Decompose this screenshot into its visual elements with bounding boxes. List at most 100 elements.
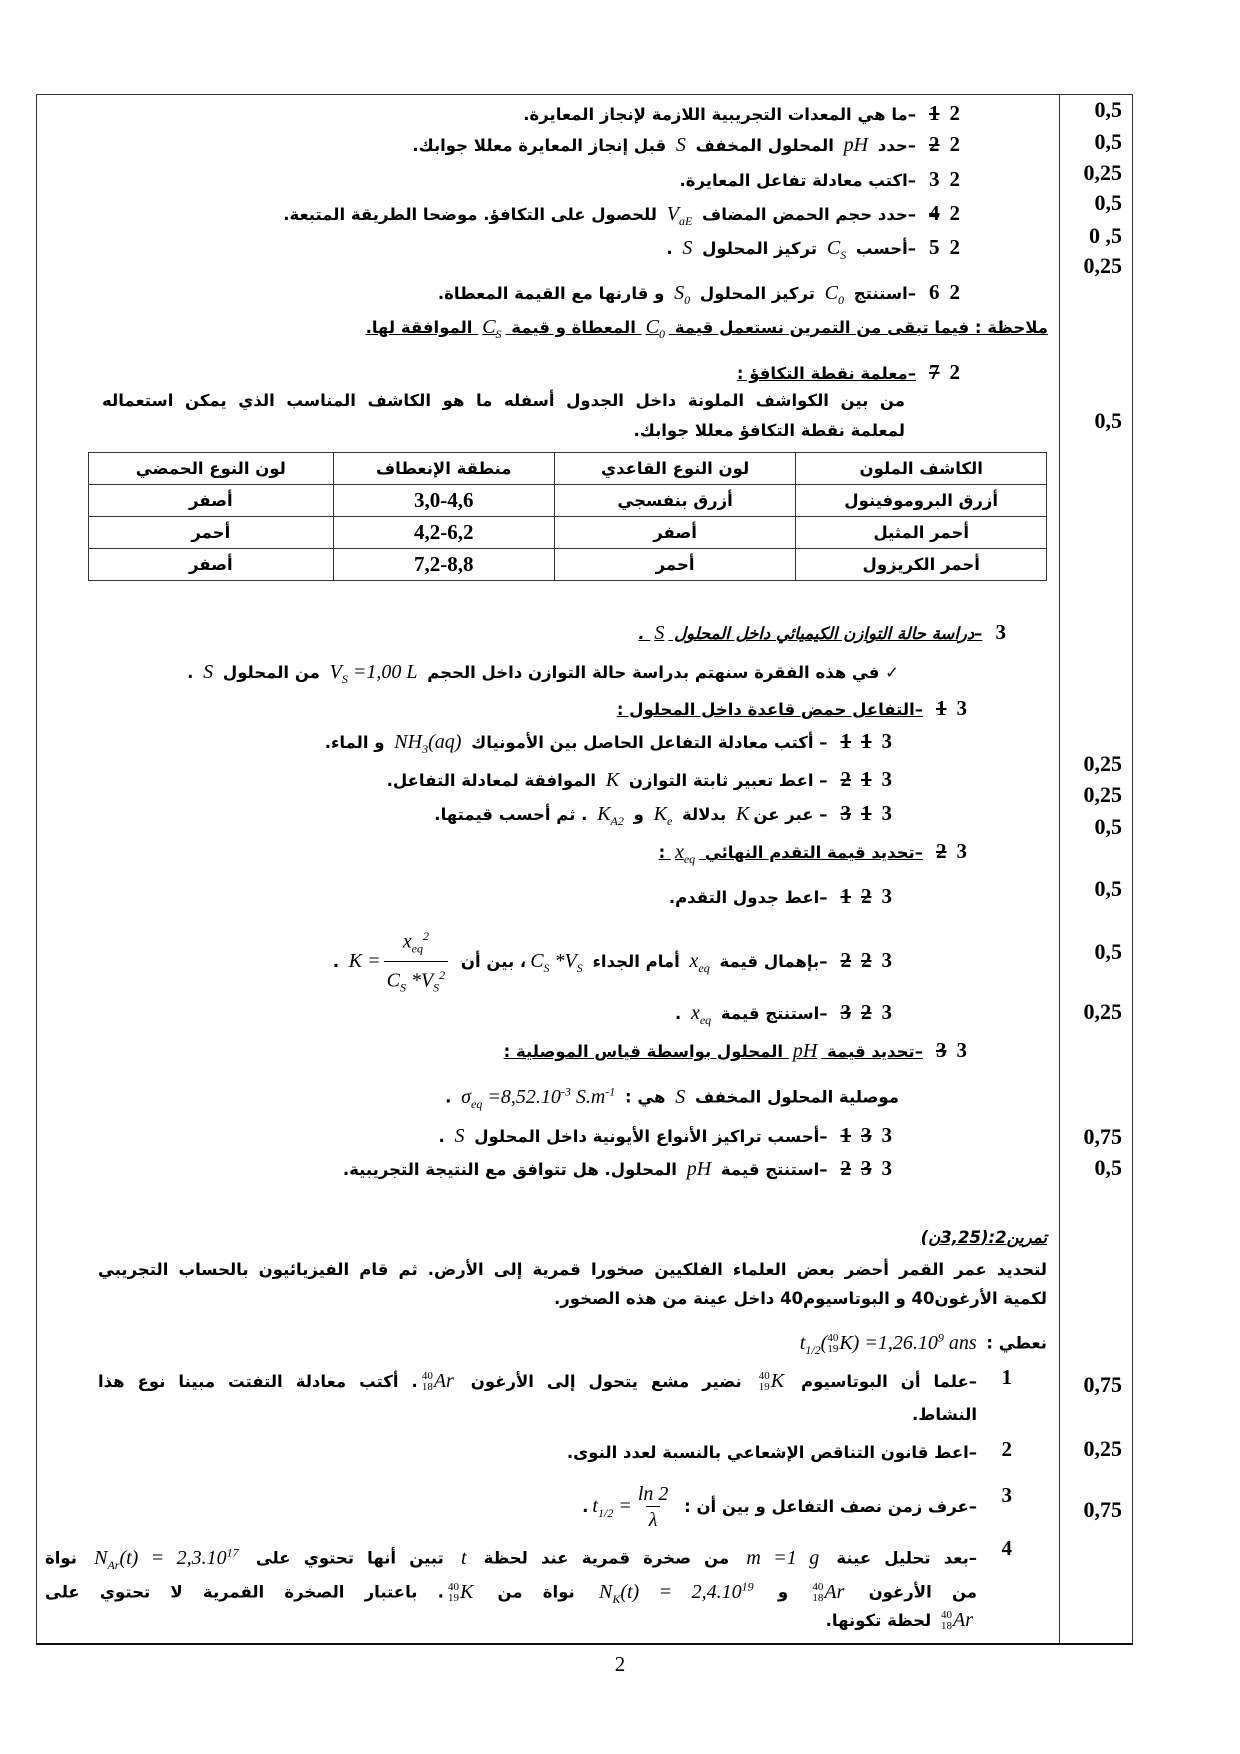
score: 0,5 (1094, 129, 1123, 154)
text-run: –ما هي المعدات التجريبية اللازمة لإنجاز … (523, 105, 916, 124)
item-number-digit: 1 (929, 101, 940, 125)
text-run: . (445, 1087, 458, 1107)
text-run: لحظة تكونها. (825, 1611, 937, 1630)
cell: أحمر (88, 516, 334, 549)
score: 0,25 (1083, 253, 1123, 278)
math-expression: 40 18 Ar (941, 1609, 973, 1633)
math-expression: 40 19 K (758, 1370, 785, 1394)
text-run: . ثم أحسب قيمتها. (434, 805, 594, 824)
text-run: –دراسة حالة التوازن الكيميائي داخل المحل… (668, 624, 983, 643)
item-number-digit: 3 (1001, 1483, 1013, 1507)
text-run: . (187, 663, 200, 682)
math-expression: t1/2(40 19 K) =1,26.109 ans (799, 1330, 977, 1357)
item-number-digit: 2 (840, 947, 852, 972)
question-line: 40 18 Ar لحظة تكونها. (45, 1603, 977, 1638)
math-expression: C0 (645, 316, 665, 341)
item-number-digit: 2 (949, 167, 961, 191)
text-run: . (638, 624, 651, 643)
text-run: . (332, 951, 345, 971)
exercise-2-given: نعطي : t1/2(40 19 K) =1,26.109 ans (796, 1324, 1047, 1363)
text-run: –استنتج قيمة (715, 1004, 828, 1023)
item-text: –استنتج قيمة pH المحلول. هل تتوافق مع ال… (343, 1158, 828, 1180)
cell: أصفر (88, 548, 334, 581)
text-run: و قارنها مع القيمة المعطاة. (437, 284, 671, 303)
text-run: من بين الكواشف الملونة داخل الجدول أسفله… (102, 391, 905, 410)
question-line: من الأرغون 40 18 Ar و NK(t) = 2,4.1019 نوا… (45, 1569, 978, 1606)
item-number-digit: 3 (840, 801, 852, 825)
text-run: . باعتبار الصخرة القمرية لا تحتوي على (45, 1582, 444, 1602)
item-number-digit: 3 (929, 167, 940, 191)
item-number: 4 (997, 1535, 1018, 1561)
math-expression: CS *VS (530, 949, 583, 975)
item-number-digit: 2 (840, 1156, 852, 1180)
text-run: نعطي : (980, 1333, 1047, 1353)
text-run: نواة (45, 1548, 91, 1568)
text-run: من الأرغون (848, 1582, 978, 1602)
math-expression: KA2 (597, 803, 624, 828)
cell: أصفر (553, 516, 797, 549)
question-2-6: 6 2 –استنتج C0 تركيز المحلول S0 و قارنها م… (438, 279, 965, 313)
text-run: –معلمة نقطة التكافؤ : (736, 364, 916, 383)
text-run: . أكتب معادلة التفتت مبينا نوع هذا (98, 1372, 418, 1391)
item-number-digit: 2 (949, 201, 961, 225)
section-3-1-title: 1 3 –التفاعل حمض قاعدة داخل المحلول : (617, 695, 972, 723)
math-expression: 40 19 K (447, 1580, 474, 1605)
frame-bottom-rule (36, 1643, 1133, 1645)
text-run: قبل إنجاز المعايرة معللا جوابك. (412, 136, 672, 155)
exercise-2-question-2: 2 –اعط قانون التناقص الإشعاعي بالنسبة لعد… (567, 1436, 1013, 1470)
cell: أحمر المثيل (795, 516, 1047, 549)
item-number-digit: 3 (840, 1000, 852, 1024)
table-row: أحمر المثيل أصفر 4,2-6,2 أحمر (88, 516, 1047, 549)
item-number: 3 (991, 619, 1012, 645)
math-expression: Ke (653, 803, 673, 828)
item-number-digit: 4 (1001, 1536, 1013, 1560)
question-2-2: 2 2 –حدد pH المحلول المخفف S قبل إنجاز الم… (412, 131, 965, 159)
math-expression: m =1 g (746, 1546, 820, 1569)
text-run: نواة من (477, 1582, 595, 1602)
section-3-intro: ✓ في هذه الفقرة سنهتم بدراسة حالة التواز… (187, 659, 899, 692)
math-expression: NH3(aq) (394, 731, 462, 756)
cell: أحمر (553, 548, 797, 581)
section-3-3-title: 3 3 –تحديد قيمة pH المحلول بواسطة قياس الم… (504, 1037, 972, 1065)
item-number-digit: 1 (840, 729, 852, 753)
item-number-digit: 4 (929, 201, 940, 225)
score: 0,5 (1094, 408, 1123, 433)
math-expression: t (460, 1546, 467, 1569)
math-expression: S (654, 622, 665, 644)
item-text: –أحسب CS تركيز المحلول S . (666, 237, 916, 262)
text-run: تركيز المحلول (694, 284, 821, 303)
header-basic-color: لون النوع القاعدي (553, 452, 797, 485)
item-number-digit: 2 (1001, 1437, 1013, 1461)
item-number-digit: 3 (861, 1156, 872, 1180)
text-run: نضير مشع يتحول إلى الأرغون (457, 1372, 755, 1391)
item-number-digit: 3 (881, 1156, 893, 1180)
question-3-3-2: 2 3 3–استنتج قيمة pH المحلول. هل تتوافق مع… (343, 1155, 897, 1183)
text-run: –حدد (872, 136, 916, 155)
text-run: –بإهمال قيمة (713, 951, 828, 971)
item-number-digit: 3 (881, 1000, 893, 1024)
text-run: و (757, 1582, 809, 1602)
text-run: من صخرة قمرية عند لحظة (470, 1548, 743, 1568)
item-number-digit: 3 (995, 620, 1007, 644)
page-number: 2 (614, 1652, 626, 1676)
header-turning-range: منطقة الإنعطاف (332, 452, 555, 485)
math-expression: pH (792, 1040, 818, 1062)
question-line: –علما أن البوتاسيوم 40 19 K نضير مشع يتحول… (98, 1364, 977, 1398)
math-expression: 40 18 Ar (812, 1580, 845, 1605)
item-number: 3 (997, 1482, 1018, 1508)
text-run: و (627, 805, 650, 824)
score: 0,5 (1094, 876, 1123, 901)
item-number-digit: 2 (949, 101, 961, 125)
item-text: – عبر عنK بدلالة Ke و KA2 . ثم أحسب قيمت… (434, 803, 827, 828)
math-expression: pH (843, 134, 869, 156)
